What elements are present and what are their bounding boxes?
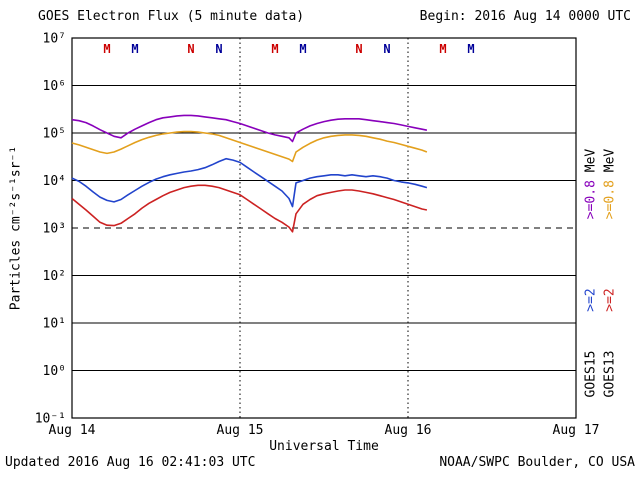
- satellite-noon-marker: N: [215, 42, 222, 56]
- begin-label: Begin: 2016 Aug 14 0000 UTC: [419, 9, 631, 24]
- legend-goes13-sat-label: GOES13: [602, 350, 618, 398]
- legend-goes15-ge2-label: >=2: [583, 288, 599, 312]
- satellite-midnight-marker: M: [271, 42, 278, 56]
- legend-goes15-mev-label: MeV: [583, 148, 599, 181]
- satellite-noon-marker: N: [383, 42, 390, 56]
- x-tick-label: Aug 16: [385, 423, 432, 438]
- legend-goes15-energy-0p8: >=0.8 MeV: [583, 148, 599, 220]
- legend-goes15-sat-label: GOES15: [583, 350, 599, 398]
- legend-goes15-ge08-label: >=0.8: [583, 180, 599, 220]
- legend-goes13-ge2-label: >=2: [602, 288, 618, 312]
- y-tick-label: 10⁷: [43, 32, 66, 47]
- satellite-midnight-marker: M: [131, 42, 138, 56]
- y-tick-label: 10²: [43, 269, 66, 284]
- updated-timestamp: Updated 2016 Aug 16 02:41:03 UTC: [5, 455, 256, 470]
- legend-goes15-energy-2: >=2: [583, 288, 599, 312]
- plot-border: [71, 37, 577, 419]
- legend-goes13-ge08-label: >=0.8: [602, 180, 618, 220]
- satellite-noon-marker: N: [187, 42, 194, 56]
- satellite-midnight-marker: M: [467, 42, 474, 56]
- legend-goes13-energy-2: >=2: [602, 288, 618, 312]
- satellite-midnight-marker: M: [299, 42, 306, 56]
- satellite-midnight-marker: M: [103, 42, 110, 56]
- y-tick-label: 10⁶: [43, 79, 66, 94]
- satellite-midnight-marker: M: [439, 42, 446, 56]
- x-tick-label: Aug 15: [217, 423, 264, 438]
- legend-goes13-mev-label: MeV: [602, 148, 618, 181]
- x-axis-label: Universal Time: [269, 439, 379, 454]
- y-axis-label: Particles cm⁻²s⁻¹sr⁻¹: [8, 145, 24, 311]
- y-tick-label: 10⁰: [43, 364, 66, 379]
- series-goes13-0p8mev: [71, 130, 428, 163]
- x-tick-label: Aug 17: [553, 423, 600, 438]
- credit-label: NOAA/SWPC Boulder, CO USA: [439, 455, 635, 470]
- series-goes15-2mev: [71, 157, 428, 208]
- y-tick-label: 10⁴: [43, 174, 66, 189]
- y-tick-label: 10³: [43, 222, 66, 237]
- x-tick-label: Aug 14: [49, 423, 96, 438]
- series-goes13-2mev: [71, 184, 428, 233]
- legend-goes15-name: GOES15: [583, 350, 599, 398]
- legend-goes13-energy-0p8: >=0.8 MeV: [602, 148, 618, 220]
- y-tick-label: 10⁻¹: [35, 412, 66, 427]
- satellite-noon-marker: N: [355, 42, 362, 56]
- legend-goes13-name: GOES13: [602, 350, 618, 398]
- y-tick-label: 10¹: [43, 317, 66, 332]
- series-goes15-0p8mev: [71, 114, 428, 143]
- y-tick-label: 10⁵: [43, 127, 66, 142]
- plot-title: GOES Electron Flux (5 minute data): [38, 9, 305, 24]
